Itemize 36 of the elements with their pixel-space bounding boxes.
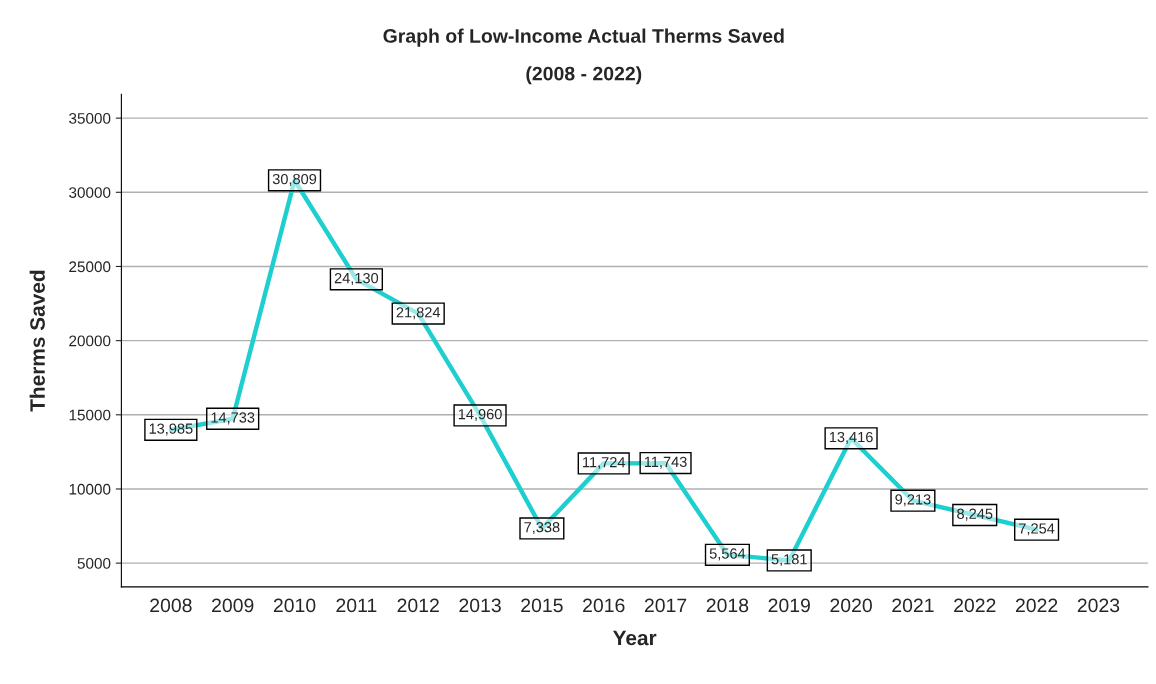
x-tick-label: 2022 (954, 598, 996, 613)
data-label: 30,809 (272, 173, 317, 186)
x-tick-label: 2009 (212, 598, 254, 613)
x-axis-title: Year (612, 630, 657, 646)
x-tick-label: 2022 (1015, 598, 1058, 613)
y-tick-label: 5000 (77, 558, 111, 569)
x-tick-label: 2013 (459, 598, 501, 613)
data-label: 21,824 (396, 307, 441, 320)
x-tick-label: 2021 (892, 598, 934, 613)
y-tick-label: 10000 (69, 483, 111, 495)
x-tick-label: 2018 (706, 598, 749, 613)
x-tick-label: 2016 (583, 598, 625, 613)
x-tick-label: 2015 (521, 598, 563, 613)
x-tick-label: 2020 (830, 598, 872, 613)
y-axis-title: Therms Saved (29, 270, 45, 412)
x-tick-label: 2017 (644, 598, 687, 613)
y-tick-label: 35000 (69, 112, 111, 124)
data-label: 11,724 (583, 456, 626, 470)
y-tick-label: 25000 (69, 261, 111, 273)
chart-subtitle: (2008 - 2022) (526, 66, 642, 85)
chart-title: Graph of Low-Income Actual Therms Saved (383, 28, 784, 47)
data-label: 13,416 (829, 431, 873, 444)
data-label: 14,733 (211, 412, 255, 425)
data-label: 24,130 (334, 272, 379, 286)
x-tick-label: 2012 (397, 598, 439, 613)
data-label: 11,743 (644, 456, 687, 469)
y-tick-label: 20000 (69, 335, 111, 347)
data-label: 13,985 (149, 423, 193, 436)
x-tick-label: 2023 (1077, 598, 1120, 613)
x-tick-label: 2008 (150, 598, 192, 613)
y-tick-label: 15000 (69, 409, 111, 421)
x-tick-label: 2019 (768, 598, 810, 613)
y-tick-label: 30000 (69, 187, 111, 198)
x-tick-label: 2011 (336, 598, 377, 613)
x-tick-label: 2010 (273, 598, 316, 613)
data-label: 14,960 (458, 408, 502, 422)
